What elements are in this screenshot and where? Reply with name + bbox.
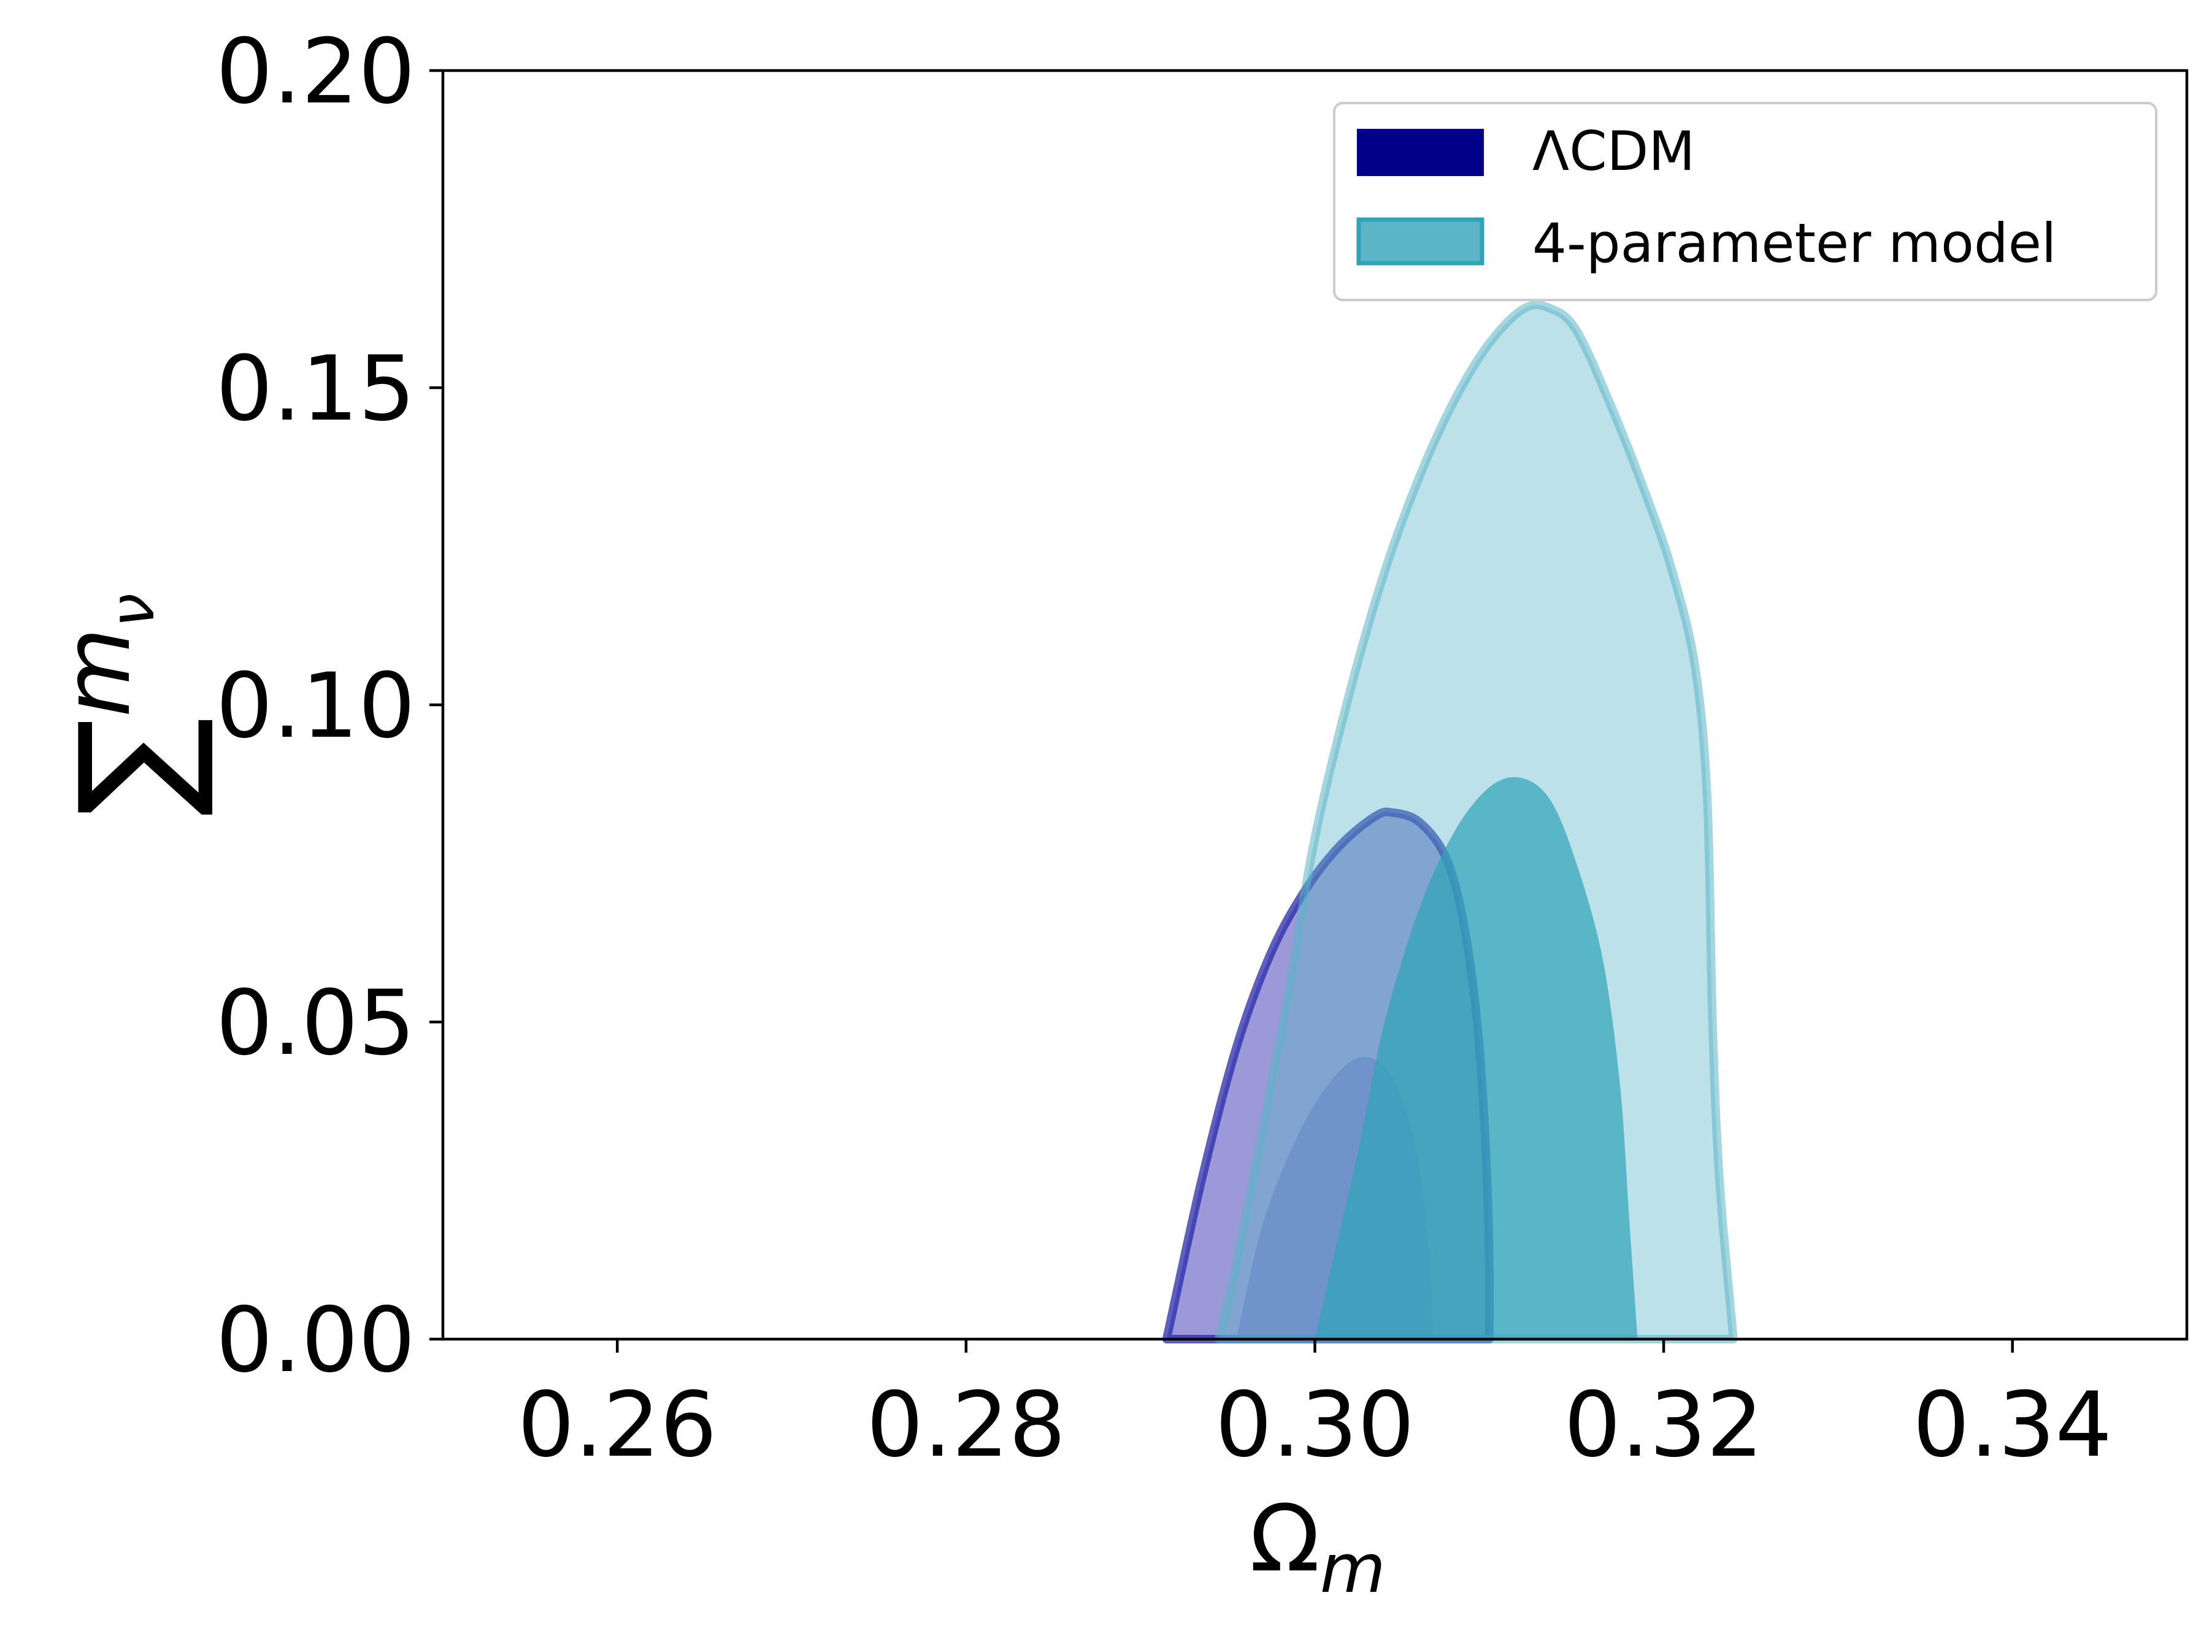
y-tick-label: 0.05	[216, 971, 415, 1075]
legend-label-lcdm: ΛCDM	[1532, 120, 1695, 183]
legend-box	[1333, 102, 2157, 301]
x-axis-label: Ωm	[1250, 1486, 1386, 1608]
legend-swatch-4param	[1356, 217, 1484, 266]
legend-swatch-lcdm	[1357, 129, 1484, 176]
x-tick-label: 0.30	[1215, 1373, 1415, 1477]
x-tick-label: 0.32	[1564, 1373, 1764, 1477]
x-axis-ticks: 0.26 0.28 0.30 0.32 0.34	[518, 1339, 2112, 1477]
y-tick-label: 0.00	[216, 1288, 415, 1393]
y-tick-label: 0.15	[216, 337, 415, 441]
y-label-sum: ∑	[47, 717, 219, 816]
x-tick-label: 0.28	[866, 1373, 1066, 1477]
legend: ΛCDM 4-parameter model	[1333, 102, 2157, 301]
contour-layer	[1162, 300, 1738, 1343]
x-tick-label: 0.26	[518, 1373, 717, 1477]
y-tick-label: 0.20	[216, 20, 415, 124]
y-label-symbol: m	[44, 628, 151, 717]
y-axis-label: ∑mν	[44, 593, 219, 816]
svg-text:∑mν: ∑mν	[44, 593, 219, 816]
legend-label-4param: 4-parameter model	[1532, 212, 2056, 275]
y-label-subscript: ν	[96, 593, 168, 628]
x-tick-label: 0.34	[1913, 1373, 2112, 1477]
y-tick-label: 0.10	[216, 654, 415, 758]
y-axis-ticks: 0.00 0.05 0.10 0.15 0.20	[216, 20, 443, 1393]
contour-4param-68	[1315, 777, 1638, 1339]
